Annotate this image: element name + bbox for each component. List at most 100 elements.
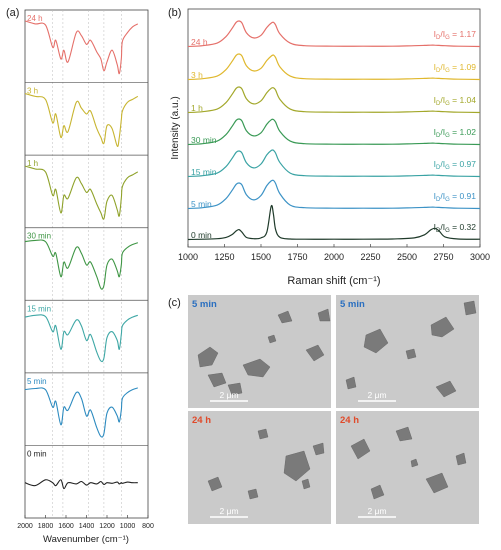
flake [197, 346, 219, 368]
ftir-sample-label: 15 min [27, 304, 51, 313]
flake [277, 310, 293, 324]
raman-series-line [188, 179, 480, 210]
raman-series-line [188, 118, 480, 146]
raman-series-labels: 24 h 3 h 1 h 30 min 15 min 5 min 0 min [191, 37, 217, 240]
ftir-series-line [25, 20, 139, 75]
raman-tick-label: 2750 [433, 252, 453, 262]
scale-bar-label: 2 μm [219, 390, 238, 400]
flake [242, 358, 271, 378]
raman-tick-label: 2500 [397, 252, 417, 262]
ftir-tick-label: 2000 [17, 523, 33, 530]
flake [405, 348, 417, 360]
raman-ratio-label: ID/IG = 0.91 [434, 191, 477, 203]
ftir-series-line [25, 387, 138, 438]
raman-tick-label: 2250 [360, 252, 380, 262]
raman-panel: 24 h 3 h 1 h 30 min 15 min 5 min 0 min ID/IG =… [170, 8, 490, 287]
raman-ratio-label: ID/IG = 1.02 [434, 127, 477, 139]
raman-series-line [188, 204, 480, 241]
raman-series-label: 24 h [191, 37, 208, 47]
raman-tick-label: 1500 [251, 252, 271, 262]
raman-ratio-label: ID/IG = 0.32 [434, 222, 477, 234]
flake [227, 382, 243, 396]
ftir-tick-label: 1200 [99, 523, 115, 530]
flake [463, 300, 477, 316]
raman-y-axis-label: Intensity (a.u.) [170, 96, 181, 159]
flake [207, 372, 227, 388]
ftir-sample-label: 3 h [27, 87, 38, 96]
flake [267, 334, 277, 344]
ftir-tick-label: 1800 [38, 523, 54, 530]
scale-bar-label: 2 μm [219, 506, 238, 516]
image-time-label: 5 min [192, 299, 217, 310]
ftir-x-ticks: 2000 1800 1600 1400 1200 1000 800 [17, 515, 154, 530]
scale-bar-label: 2 μm [367, 506, 386, 516]
raman-ratio-label: ID/IG = 0.97 [434, 159, 477, 171]
raman-series-label: 3 h [191, 70, 203, 80]
flake [207, 476, 223, 492]
flake [370, 484, 385, 500]
flake [345, 376, 357, 390]
microscope-image: 5 min 2 μm [188, 295, 331, 408]
microscope-image: 5 min 2 μm [336, 295, 479, 408]
ftir-sample-label: 5 min [27, 377, 47, 386]
raman-tick-label: 1750 [287, 252, 307, 262]
flake [257, 428, 269, 440]
raman-series-label: 5 min [191, 199, 212, 209]
raman-tick-label: 1000 [178, 252, 198, 262]
ftir-series-line [25, 479, 138, 490]
ftir-separators [25, 82, 148, 446]
raman-ratio-labels: ID/IG = 1.17 ID/IG = 1.09 ID/IG = 1.04 ID/I… [434, 29, 477, 234]
flake [317, 308, 331, 322]
raman-series-line [188, 53, 480, 81]
ftir-tick-label: 1400 [79, 523, 95, 530]
ftir-sample-label: 30 min [27, 232, 51, 241]
ftir-sample-label: 24 h [27, 14, 43, 23]
microscopy-panel: 5 min 2 μm 5 min 2 μm 24 h 2 μm 24 h 2 μm [188, 295, 479, 524]
raman-series-label: 1 h [191, 103, 203, 113]
ftir-tick-label: 1000 [120, 523, 136, 530]
flake [425, 472, 449, 494]
flake [435, 380, 457, 398]
raman-x-axis-label: Raman shift (cm⁻¹) [287, 275, 380, 287]
ftir-series-line [25, 239, 138, 290]
ftir-sample-labels: 24 h 3 h 1 h 30 min 15 min 5 min 0 min [27, 14, 51, 458]
ftir-panel: 24 h 3 h 1 h 30 min 15 min 5 min 0 min 2000 180… [17, 9, 154, 545]
panel-a-label: (a) [6, 7, 19, 19]
ftir-x-axis-label: Wavenumber (cm⁻¹) [43, 534, 129, 545]
flake [455, 452, 467, 466]
panel-c-label: (c) [168, 297, 181, 309]
ftir-tick-label: 800 [142, 523, 154, 530]
ftir-sample-label: 0 min [27, 449, 47, 458]
flake [395, 426, 413, 442]
flake [312, 442, 325, 456]
flake [430, 316, 455, 338]
raman-tick-label: 2000 [324, 252, 344, 262]
ftir-series-line [25, 314, 138, 363]
ftir-frame [24, 9, 149, 519]
flake [283, 450, 311, 482]
raman-ratio-label: ID/IG = 1.04 [434, 95, 477, 107]
flake [301, 478, 311, 490]
raman-tick-label: 1250 [214, 252, 234, 262]
flake [350, 438, 371, 460]
raman-tick-label: 3000 [470, 252, 490, 262]
ftir-curves [25, 20, 139, 490]
raman-curves [188, 20, 480, 241]
image-time-label: 24 h [192, 415, 211, 426]
flake [247, 488, 259, 500]
raman-series-label: 0 min [191, 230, 212, 240]
raman-series-line [188, 86, 480, 114]
panel-b-label: (b) [168, 7, 181, 19]
microscope-image: 24 h 2 μm [336, 411, 479, 524]
image-time-label: 5 min [340, 299, 365, 310]
raman-series-label: 30 min [191, 135, 217, 145]
raman-series-line [188, 149, 480, 178]
ftir-series-line [25, 92, 139, 147]
raman-ratio-label: ID/IG = 1.09 [434, 62, 477, 74]
microscope-image: 24 h 2 μm [188, 411, 331, 524]
image-time-label: 24 h [340, 415, 359, 426]
scale-bar-label: 2 μm [367, 390, 386, 400]
raman-ratio-label: ID/IG = 1.17 [434, 29, 477, 41]
ftir-sample-label: 1 h [27, 159, 38, 168]
